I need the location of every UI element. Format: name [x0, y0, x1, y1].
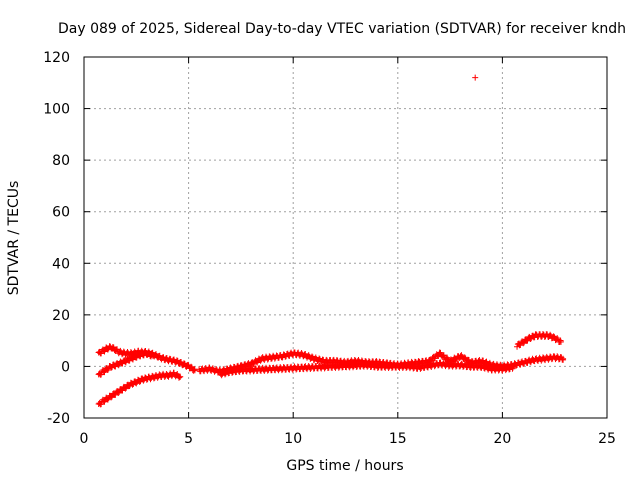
y-axis-title: SDTVAR / TECUs — [6, 181, 22, 296]
data-point — [298, 350, 305, 357]
data-point — [98, 401, 105, 408]
y-tick-label: 20 — [52, 308, 70, 324]
data-point — [122, 385, 129, 392]
data-point — [417, 365, 424, 372]
data-point — [437, 349, 444, 356]
data-point — [147, 376, 154, 383]
data-point — [271, 355, 278, 362]
data-point — [133, 380, 140, 387]
data-point — [408, 362, 415, 369]
data-point — [222, 371, 229, 378]
y-tick-label: -20 — [47, 411, 70, 427]
data-point — [150, 353, 157, 360]
data-point — [432, 355, 439, 362]
x-tick-label: 5 — [184, 431, 193, 447]
data-point — [129, 381, 136, 388]
data-point — [547, 331, 554, 338]
data-point — [98, 371, 105, 378]
data-point — [502, 367, 509, 374]
data-point — [104, 346, 111, 353]
data-point — [554, 353, 561, 360]
y-tick-label: 80 — [52, 153, 70, 169]
y-tick-labels: -20 0 20 40 60 80 100 120 — [43, 50, 70, 427]
data-point — [136, 378, 143, 385]
data-point — [191, 367, 198, 374]
data-point — [557, 338, 564, 345]
y-tick-label: 0 — [61, 359, 70, 375]
x-tick-labels: 0 5 10 15 20 25 — [80, 431, 616, 447]
data-point — [452, 356, 459, 363]
y-tick-label: 60 — [52, 205, 70, 221]
data-point — [509, 364, 516, 371]
data-point — [472, 74, 479, 81]
data-point — [527, 336, 534, 343]
data-point — [431, 363, 438, 370]
data-point — [316, 355, 323, 362]
axis-ticks — [83, 56, 608, 419]
x-tick-label: 20 — [493, 431, 511, 447]
data-point — [554, 335, 561, 342]
data-point — [461, 354, 468, 361]
data-point — [365, 360, 372, 367]
data-point — [264, 356, 271, 363]
data-points — [95, 74, 567, 408]
data-point — [213, 366, 220, 373]
plot-frame — [83, 56, 608, 419]
data-point — [188, 363, 195, 370]
x-axis-title: GPS time / hours — [286, 458, 403, 474]
y-tick-label: 120 — [43, 50, 70, 66]
data-point — [177, 373, 184, 380]
y-tick-label: 100 — [43, 102, 70, 118]
data-point — [560, 355, 567, 362]
data-point — [140, 377, 147, 384]
data-point — [175, 374, 182, 381]
data-point — [154, 374, 161, 381]
x-tick-label: 10 — [284, 431, 302, 447]
data-point — [115, 389, 122, 396]
data-point — [108, 394, 115, 401]
data-point — [520, 340, 527, 347]
y-tick-label: 40 — [52, 256, 70, 272]
chart-title: Day 089 of 2025, Sidereal Day-to-day VTE… — [58, 21, 626, 37]
x-tick-label: 25 — [598, 431, 616, 447]
x-tick-label: 15 — [389, 431, 407, 447]
x-tick-label: 0 — [80, 431, 89, 447]
